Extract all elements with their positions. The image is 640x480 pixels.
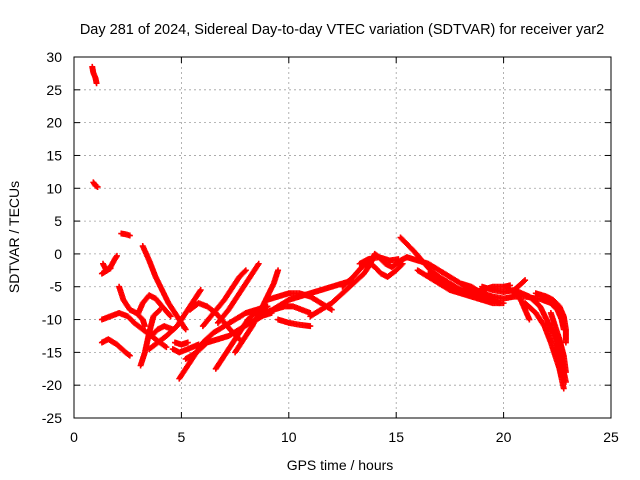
- data-point: [275, 267, 282, 274]
- data-point: [562, 339, 569, 346]
- series-s9: [139, 243, 189, 333]
- data-point: [155, 307, 162, 314]
- data-point: [522, 277, 529, 284]
- y-tick-label: 0: [54, 246, 62, 262]
- data-point: [113, 252, 120, 259]
- data-point: [93, 80, 100, 87]
- series-s10: [137, 306, 163, 369]
- y-tick-label: -15: [42, 344, 62, 360]
- data-point: [167, 313, 174, 320]
- series-s24: [260, 303, 314, 316]
- series-s11: [135, 292, 174, 320]
- y-tick-label: 10: [46, 180, 62, 196]
- data-point: [242, 267, 249, 274]
- data-point: [328, 306, 335, 313]
- plot-area: [89, 63, 569, 392]
- plot-frame: [73, 56, 612, 419]
- data-point: [241, 268, 248, 275]
- series-s22: [214, 260, 262, 326]
- x-tick-label: 25: [603, 429, 619, 445]
- data-point: [184, 339, 191, 346]
- y-axis-label: SDTVAR / TECUs: [6, 181, 22, 293]
- series-s41: [547, 309, 569, 376]
- y-tick-label: 15: [46, 147, 62, 163]
- series-s4: [98, 265, 114, 277]
- series-s38: [522, 300, 567, 392]
- data-point: [560, 385, 567, 392]
- series-s7: [116, 283, 148, 330]
- data-point: [126, 232, 133, 239]
- series-s15: [169, 341, 202, 356]
- y-tick-label: 25: [46, 82, 62, 98]
- data-point: [496, 300, 503, 307]
- data-point: [521, 278, 528, 285]
- series-s40: [539, 296, 567, 333]
- data-point: [94, 183, 101, 190]
- y-tick-label: 30: [46, 49, 62, 65]
- x-tick-label: 20: [496, 429, 512, 445]
- data-point: [169, 326, 176, 333]
- axes: [73, 56, 612, 419]
- data-point: [197, 287, 204, 294]
- data-point: [166, 312, 173, 319]
- series-s25: [275, 316, 314, 330]
- series-s18: [186, 300, 243, 343]
- data-point: [399, 260, 406, 267]
- y-tick-label: -5: [50, 279, 63, 295]
- data-point: [107, 265, 114, 272]
- y-tick-label: -10: [42, 312, 62, 328]
- series-s29: [356, 254, 402, 267]
- data-point: [156, 306, 163, 313]
- chart-title: Day 281 of 2024, Sidereal Day-to-day VTE…: [80, 22, 604, 38]
- series-s21: [199, 267, 249, 330]
- data-point: [562, 369, 569, 376]
- data-point: [182, 326, 189, 333]
- data-point: [126, 352, 133, 359]
- data-point: [141, 323, 148, 330]
- x-tick-label: 5: [178, 429, 186, 445]
- series-s2: [90, 179, 101, 190]
- series-s6: [98, 336, 133, 359]
- data-point: [395, 256, 402, 263]
- tick-labels: 0 5 10 15 20 25 -25 -20 -15 -10 -5 0 5 10 15 20 25 30: [42, 49, 619, 445]
- data-point: [307, 323, 314, 330]
- series-s26: [264, 290, 335, 313]
- data-point: [560, 326, 567, 333]
- series-s36: [511, 290, 533, 323]
- y-tick-label: 5: [54, 213, 62, 229]
- data-point: [526, 316, 533, 323]
- series-s34: [457, 280, 503, 307]
- data-point: [398, 261, 405, 268]
- data-point: [255, 260, 262, 267]
- grid-lines: [74, 57, 611, 418]
- x-tick-label: 0: [70, 429, 78, 445]
- x-tick-label: 10: [281, 429, 297, 445]
- series-s20: [232, 267, 282, 356]
- data-point: [163, 344, 170, 351]
- series-s14: [171, 339, 191, 348]
- series-s1: [89, 63, 100, 87]
- series-s13: [148, 323, 176, 339]
- y-tick-label: 20: [46, 115, 62, 131]
- y-tick-label: -20: [42, 377, 62, 393]
- series-s8: [118, 230, 133, 239]
- x-axis-label: GPS time / hours: [287, 457, 394, 473]
- x-tick-label: 15: [388, 429, 404, 445]
- y-tick-label: -25: [42, 410, 62, 426]
- data-point: [125, 351, 132, 358]
